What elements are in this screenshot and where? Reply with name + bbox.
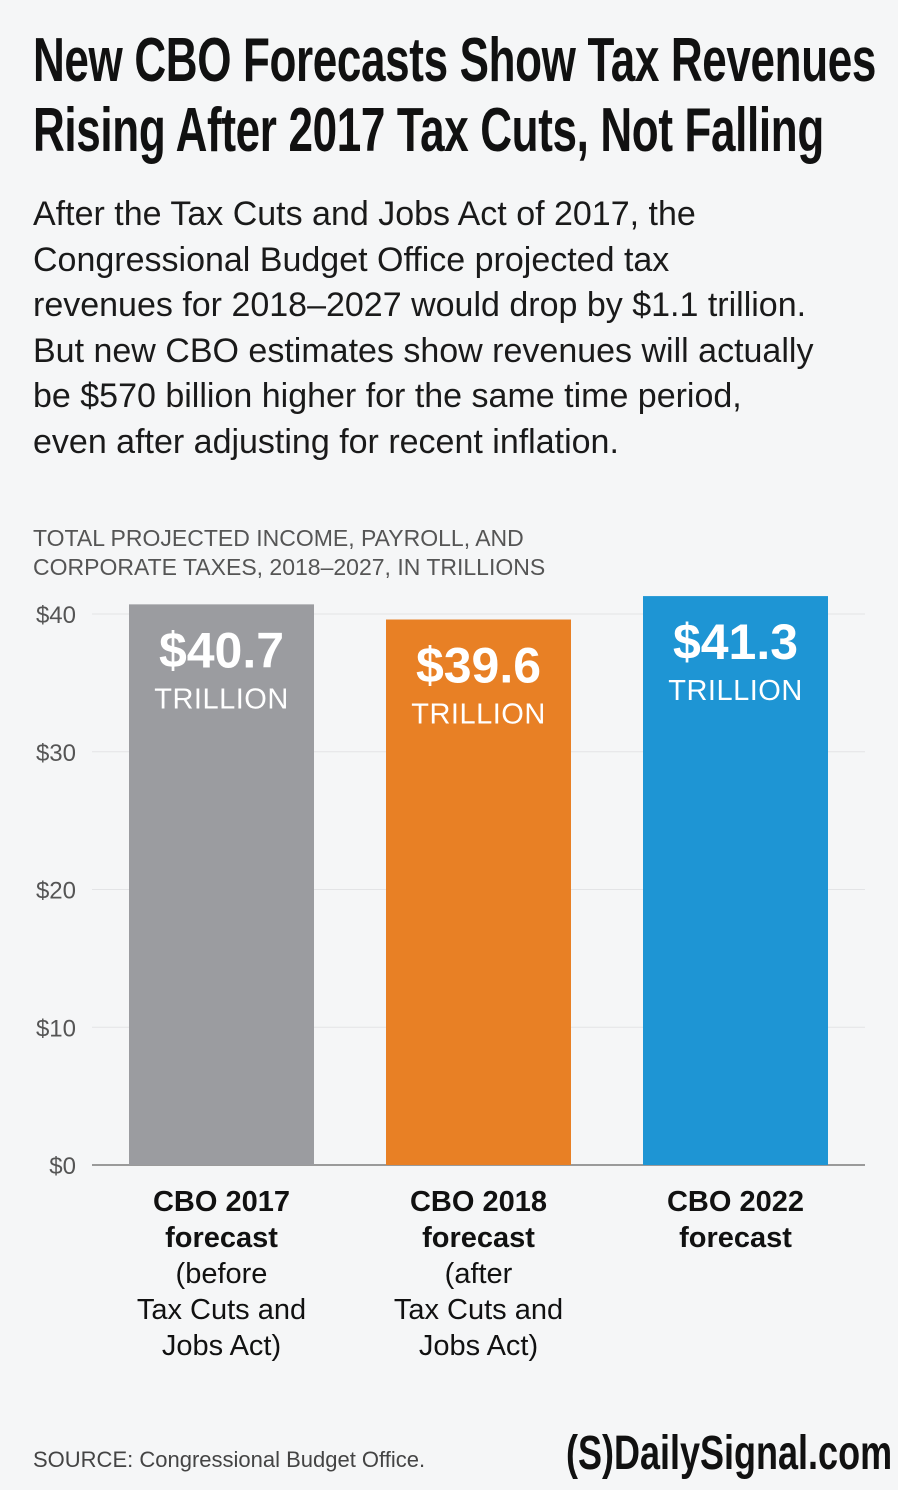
bar-value-label: $40.7 bbox=[159, 622, 284, 678]
bar bbox=[643, 596, 828, 1165]
subtitle-line: Congressional Budget Office projected ta… bbox=[33, 240, 670, 279]
x-category-label-line: CBO 2018 bbox=[409, 1186, 547, 1218]
source-note: SOURCE: Congressional Budget Office. bbox=[33, 1447, 426, 1472]
subtitle-line: After the Tax Cuts and Jobs Act of 2017,… bbox=[33, 195, 696, 233]
x-category-label-line: CBO 2017 bbox=[152, 1186, 290, 1218]
x-category-label: CBO 2017 forecast (before Tax Cuts and Jobs … bbox=[92, 1184, 352, 1364]
y-axis-title: TOTAL PROJECTED INCOME, PAYROLL, AND COR… bbox=[33, 524, 545, 582]
bar-unit-label: TRILLION bbox=[411, 699, 546, 731]
x-category-label: CBO 2018 forecast (after Tax Cuts and Jobs A… bbox=[349, 1184, 609, 1364]
y-tick-label: $10 bbox=[36, 1015, 76, 1042]
y-axis-title-line: TOTAL PROJECTED INCOME, PAYROLL, AND bbox=[33, 525, 524, 551]
x-category-label-line: forecast bbox=[679, 1222, 792, 1254]
chart-subtitle: After the Tax Cuts and Jobs Act of 2017,… bbox=[33, 192, 813, 465]
title-line: New CBO Forecasts Show Tax Revenues bbox=[33, 26, 876, 95]
y-tick-label: $0 bbox=[49, 1153, 76, 1180]
chart-title: New CBO Forecasts Show Tax Revenues Risi… bbox=[33, 26, 876, 166]
subtitle-line: revenues for 2018–2027 would drop by $1.… bbox=[33, 286, 807, 324]
y-axis-title-line: CORPORATE TAXES, 2018–2027, IN TRILLIONS bbox=[33, 554, 546, 580]
x-category-label-line: forecast bbox=[165, 1222, 278, 1254]
bar-unit-label: TRILLION bbox=[668, 675, 803, 707]
subtitle-line: But new CBO estimates show revenues will… bbox=[33, 331, 814, 370]
y-tick-label: $20 bbox=[36, 878, 76, 905]
x-category-label-line: (after bbox=[444, 1258, 513, 1290]
x-category-label-line: Tax Cuts and bbox=[393, 1294, 564, 1326]
bar bbox=[129, 604, 314, 1165]
x-category-label-line: Jobs Act) bbox=[161, 1330, 282, 1362]
title-line: Rising After 2017 Tax Cuts, Not Falling bbox=[33, 96, 824, 165]
x-category-label-line: (before bbox=[175, 1258, 268, 1290]
x-category-label-line: forecast bbox=[422, 1222, 535, 1254]
bar-chart: $0 $10 $20 $30 $40 $40.7 TRILLION $39.6 TRILLION… bbox=[36, 596, 865, 1180]
x-category-label: CBO 2022 forecast bbox=[606, 1184, 866, 1256]
x-category-label-line: Jobs Act) bbox=[418, 1330, 539, 1362]
subtitle-line: even after adjusting for recent inflatio… bbox=[33, 422, 619, 461]
bar-value-label: $39.6 bbox=[416, 638, 541, 694]
x-category-label-line: Tax Cuts and bbox=[136, 1294, 307, 1326]
subtitle-line: be $570 billion higher for the same time… bbox=[33, 377, 742, 415]
bar-unit-label: TRILLION bbox=[154, 683, 289, 715]
bar-value-label: $41.3 bbox=[673, 614, 798, 670]
x-category-label-line: CBO 2022 bbox=[666, 1186, 804, 1218]
y-tick-label: $40 bbox=[36, 602, 76, 629]
bar bbox=[386, 619, 571, 1165]
daily-signal-logo: (S)DailySignal.com bbox=[566, 1427, 893, 1480]
y-tick-label: $30 bbox=[36, 740, 76, 767]
